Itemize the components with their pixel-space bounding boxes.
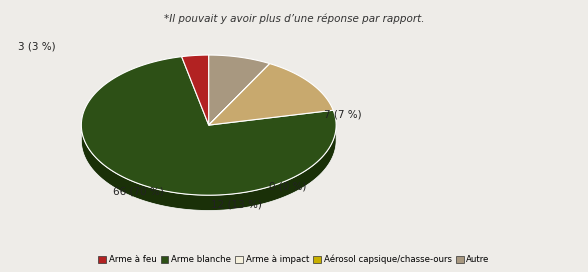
Text: 0 (0 %): 0 (0 %): [269, 181, 306, 191]
Polygon shape: [81, 125, 336, 211]
Polygon shape: [182, 55, 209, 125]
Text: 12 (13 %): 12 (13 %): [211, 199, 262, 209]
Polygon shape: [209, 64, 270, 125]
Text: *Il pouvait y avoir plus d’une réponse par rapport.: *Il pouvait y avoir plus d’une réponse p…: [163, 14, 425, 24]
Text: 3 (3 %): 3 (3 %): [18, 41, 55, 51]
Legend: Arme à feu, Arme blanche, Arme à impact, Aérosol capsique/chasse-ours, Autre: Arme à feu, Arme blanche, Arme à impact,…: [95, 251, 493, 268]
Text: 7 (7 %): 7 (7 %): [324, 110, 361, 120]
Polygon shape: [209, 64, 333, 125]
Polygon shape: [81, 57, 336, 195]
Text: 66 (70 %): 66 (70 %): [113, 186, 164, 196]
Polygon shape: [209, 55, 270, 125]
